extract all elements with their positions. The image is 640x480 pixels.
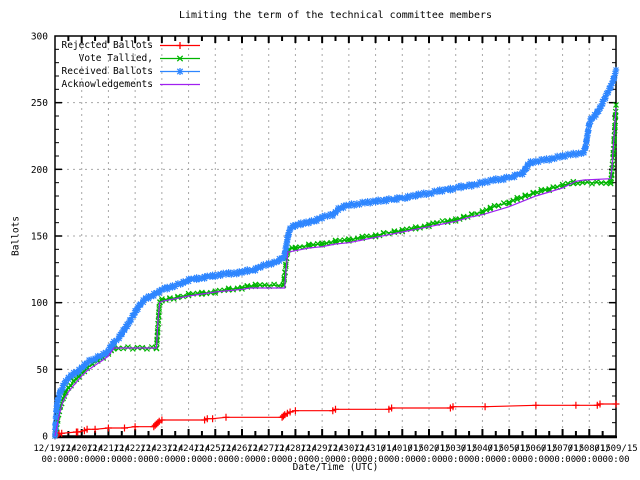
svg-text:00:00: 00:00 xyxy=(469,455,496,465)
legend-sample-line xyxy=(160,42,200,49)
svg-text:12/21/14: 12/21/14 xyxy=(87,444,130,454)
svg-text:01/03/15: 01/03/15 xyxy=(434,444,477,454)
svg-text:00:00: 00:00 xyxy=(95,455,122,465)
svg-text:00:00: 00:00 xyxy=(496,455,523,465)
svg-text:00:00: 00:00 xyxy=(549,455,576,465)
svg-text:12/24/14: 12/24/14 xyxy=(167,444,210,454)
legend-item-rejected-ballots: Rejected Ballots xyxy=(57,39,202,52)
svg-text:12/22/14: 12/22/14 xyxy=(113,444,156,454)
svg-text:50: 50 xyxy=(37,365,49,376)
svg-text:00:00: 00:00 xyxy=(602,455,629,465)
series-markers-vote-tallied xyxy=(52,101,619,439)
legend-sample-line xyxy=(160,83,200,86)
svg-text:250: 250 xyxy=(31,98,48,109)
svg-text:150: 150 xyxy=(31,232,48,243)
svg-text:12/19/14: 12/19/14 xyxy=(33,444,76,454)
series-acknowledgements xyxy=(54,107,617,437)
svg-text:00:00: 00:00 xyxy=(122,455,149,465)
legend-item-acknowledgements: Acknowledgements xyxy=(57,78,202,91)
svg-text:01/04/15: 01/04/15 xyxy=(461,444,504,454)
svg-text:01/06/15: 01/06/15 xyxy=(514,444,557,454)
svg-text:300: 300 xyxy=(31,32,48,43)
series-received-ballots xyxy=(52,66,620,440)
svg-text:01/01/15: 01/01/15 xyxy=(381,444,424,454)
svg-text:01/02/15: 01/02/15 xyxy=(407,444,450,454)
legend-label: Received Ballots xyxy=(61,66,153,77)
svg-text:12/30/14: 12/30/14 xyxy=(327,444,370,454)
svg-text:00:00: 00:00 xyxy=(282,455,309,465)
legend-label: Rejected Ballots xyxy=(61,40,153,51)
svg-text:00:00: 00:00 xyxy=(228,455,255,465)
svg-text:12/20/14: 12/20/14 xyxy=(60,444,103,454)
chart-title: Limiting the term of the technical commi… xyxy=(178,10,493,21)
svg-text:01/05/15: 01/05/15 xyxy=(487,444,530,454)
svg-text:00:00: 00:00 xyxy=(442,455,469,465)
svg-text:01/09/15: 01/09/15 xyxy=(594,444,637,454)
legend-item-vote-tallied: Vote Tallied, xyxy=(57,52,202,65)
svg-text:00:00: 00:00 xyxy=(175,455,202,465)
svg-text:00:00: 00:00 xyxy=(255,455,282,465)
legend-item-received-ballots: Received Ballots xyxy=(57,65,202,78)
svg-text:00:00: 00:00 xyxy=(389,455,416,465)
svg-text:12/26/14: 12/26/14 xyxy=(220,444,263,454)
svg-text:00:00: 00:00 xyxy=(335,455,362,465)
legend: Rejected Ballots Vote Tallied, Received … xyxy=(57,39,202,91)
legend-label: Acknowledgements xyxy=(61,79,153,90)
svg-text:00:00: 00:00 xyxy=(202,455,229,465)
svg-text:00:00: 00:00 xyxy=(148,455,175,465)
gridlines xyxy=(55,36,616,436)
x-tick-labels: 12/19/1400:0012/20/1400:0012/21/1400:001… xyxy=(33,444,637,465)
y-tick-labels: 0 50 100 150 200 250 300 xyxy=(31,32,48,443)
svg-text:00:00: 00:00 xyxy=(68,455,95,465)
svg-text:01/08/15: 01/08/15 xyxy=(568,444,611,454)
series-vote-tallied xyxy=(52,101,619,439)
series-markers-received-ballots xyxy=(52,66,620,440)
svg-text:12/28/14: 12/28/14 xyxy=(274,444,317,454)
svg-text:12/25/14: 12/25/14 xyxy=(194,444,237,454)
svg-text:00:00: 00:00 xyxy=(309,455,336,465)
svg-text:0: 0 xyxy=(42,432,48,443)
x-axis-label: Date/Time (UTC) xyxy=(292,462,379,473)
svg-text:00:00: 00:00 xyxy=(576,455,603,465)
svg-text:00:00: 00:00 xyxy=(41,455,68,465)
y-axis-label: Ballots xyxy=(10,215,22,257)
svg-text:12/29/14: 12/29/14 xyxy=(300,444,343,454)
svg-text:01/07/15: 01/07/15 xyxy=(541,444,584,454)
svg-text:100: 100 xyxy=(31,298,48,309)
svg-text:00:00: 00:00 xyxy=(362,455,389,465)
svg-text:12/31/14: 12/31/14 xyxy=(354,444,397,454)
legend-sample-line xyxy=(160,55,200,62)
legend-sample-line xyxy=(160,68,200,75)
svg-text:200: 200 xyxy=(31,165,48,176)
svg-text:12/27/14: 12/27/14 xyxy=(247,444,290,454)
svg-text:00:00: 00:00 xyxy=(415,455,442,465)
svg-text:12/23/14: 12/23/14 xyxy=(140,444,183,454)
legend-label: Vote Tallied, xyxy=(78,53,153,64)
svg-text:00:00: 00:00 xyxy=(522,455,549,465)
